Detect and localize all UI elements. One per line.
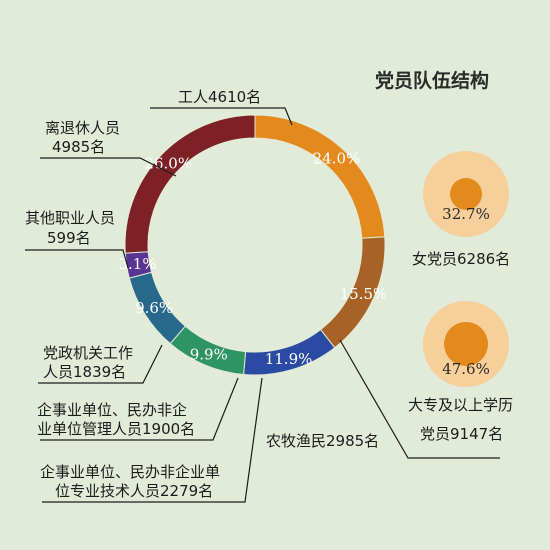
label-workers: 工人4610名 — [178, 88, 261, 106]
donut-segment-workers — [254, 114, 386, 239]
college-bubble-percent: 47.6% — [442, 360, 490, 378]
category-labels: 工人4610名 离退休人员 4985名 其他职业人员 599名 党政机关工作 人… — [25, 88, 379, 500]
leader-line-enterprise-mgmt — [40, 377, 239, 441]
label-enterprise-tech: 企事业单位、民办非企业单 位专业技术人员2279名 — [40, 463, 225, 500]
label-party-gov: 党政机关工作 人员1839名 — [43, 344, 138, 381]
label-enterprise-mgmt-line-1: 企事业单位、民办非企 — [37, 401, 187, 419]
label-other-occupation-line-1: 其他职业人员 — [25, 209, 115, 227]
leader-line-farmers — [339, 339, 500, 459]
leader-lines — [25, 107, 500, 503]
label-other-occupation-line-2: 599名 — [47, 229, 91, 247]
college-bubble-label-line-1: 大专及以上学历 — [408, 396, 513, 414]
leader-line-workers — [150, 107, 293, 126]
college-bubble-inner — [444, 322, 488, 366]
percent-label-other-occupation: 3.1% — [118, 255, 156, 273]
label-party-gov-line-1: 党政机关工作 — [43, 344, 133, 362]
leader-line-party-gov — [38, 344, 163, 384]
female-bubble: 32.7% 女党员6286名 — [412, 151, 510, 268]
donut-ring — [124, 114, 386, 376]
female-bubble-label: 女党员6286名 — [412, 250, 510, 268]
percent-label-retired: 26.0% — [144, 155, 192, 173]
label-enterprise-tech-line-2: 位专业技术人员2279名 — [55, 482, 213, 500]
percent-label-workers: 24.0% — [313, 149, 361, 167]
college-bubble-label-line-2: 党员9147名 — [420, 425, 503, 443]
female-bubble-percent: 32.7% — [442, 205, 490, 223]
college-bubble-label: 大专及以上学历 党员9147名 — [408, 396, 518, 443]
label-farmers-line-1: 农牧渔民2985名 — [266, 432, 379, 450]
label-other-occupation: 其他职业人员 599名 — [25, 209, 120, 247]
percent-label-party-gov: 9.6% — [135, 299, 173, 317]
label-enterprise-mgmt-line-2: 业单位管理人员1900名 — [37, 420, 195, 438]
leader-line-other-occupation — [25, 249, 129, 269]
label-enterprise-tech-line-1: 企事业单位、民办非企业单 — [40, 463, 220, 481]
label-enterprise-mgmt: 企事业单位、民办非企 业单位管理人员1900名 — [37, 401, 195, 438]
donut-segment-retired — [124, 114, 256, 254]
percent-label-enterprise-mgmt: 9.9% — [190, 346, 228, 364]
label-retired: 离退休人员 4985名 — [45, 119, 125, 156]
donut-percent-labels: 24.0% 15.5% 11.9% 9.9% 9.6% 3.1% 26.0% — [118, 149, 387, 368]
chart-title: 党员队伍结构 — [375, 69, 489, 92]
label-retired-line-2: 4985名 — [52, 138, 105, 156]
leader-line-enterprise-tech — [42, 377, 263, 503]
leader-line-retired — [40, 157, 177, 177]
female-bubble-inner — [450, 178, 482, 210]
percent-label-farmers: 15.5% — [340, 285, 388, 303]
label-workers-line-1: 工人4610名 — [178, 88, 261, 106]
label-retired-line-1: 离退休人员 — [45, 119, 120, 137]
college-bubble: 47.6% 大专及以上学历 党员9147名 — [408, 301, 518, 443]
label-party-gov-line-2: 人员1839名 — [43, 363, 126, 381]
label-farmers: 农牧渔民2985名 — [266, 432, 379, 450]
percent-label-enterprise-tech: 11.9% — [265, 350, 313, 368]
